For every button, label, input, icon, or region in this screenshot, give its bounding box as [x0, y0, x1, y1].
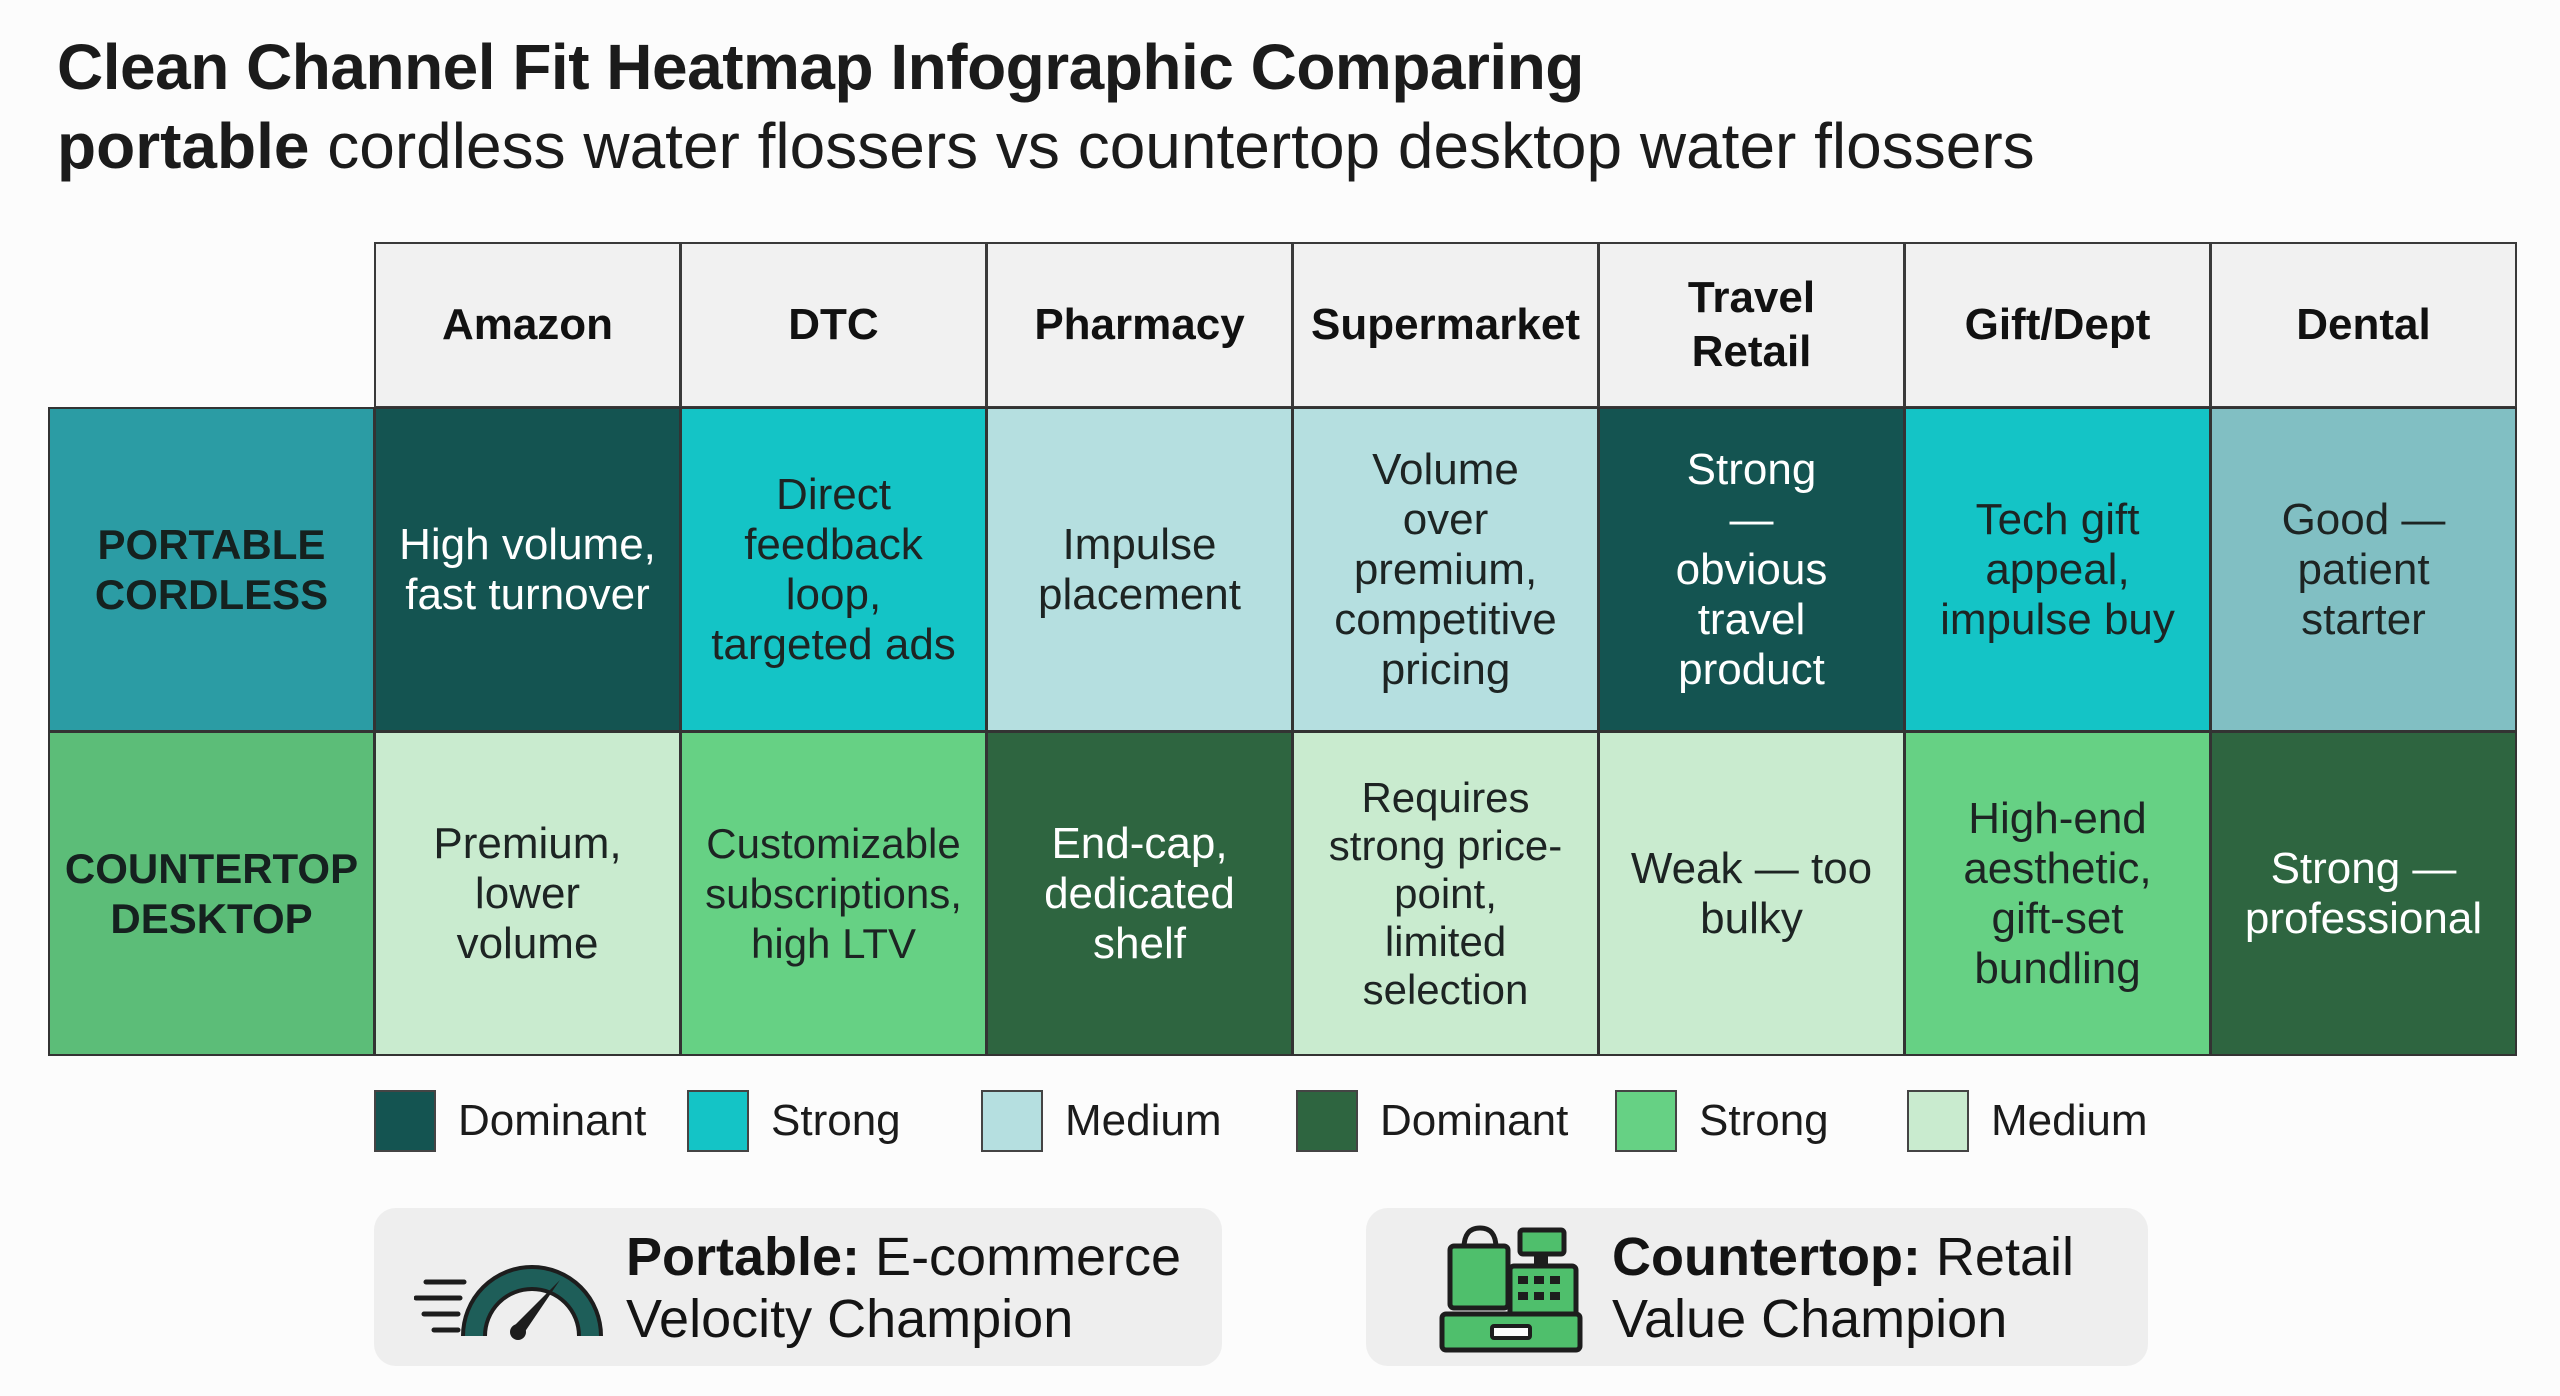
- heatmap-cell-countertop-dental: Strong — professional: [2210, 731, 2517, 1056]
- title-line-1: Clean Channel Fit Heatmap Infographic Co…: [57, 31, 1584, 103]
- column-header-amazon: Amazon: [374, 242, 681, 408]
- title-line-2-rest: cordless water flossers vs countertop de…: [309, 110, 2035, 182]
- callout-countertop-text: Countertop: Retail Value Champion: [1612, 1226, 2074, 1350]
- callout-portable-line2: Velocity Champion: [626, 1289, 1074, 1349]
- title-bold-word: portable: [57, 110, 310, 182]
- cash-register-icon: [1439, 1225, 1583, 1353]
- column-header-dtc: DTC: [680, 242, 987, 408]
- heatmap-cell-portable-supermarket: Volume over premium, competitive pricing: [1292, 407, 1599, 732]
- heatmap-cell-portable-travel-retail: Strong — obvious travel product: [1598, 407, 1905, 732]
- legend-swatch: [374, 1090, 436, 1152]
- legend-item-countertop-strong: Strong: [1615, 1089, 1829, 1153]
- column-header-travel-retail: Travel Retail: [1598, 242, 1905, 408]
- legend-label: Dominant: [1380, 1096, 1569, 1145]
- column-header-gift-dept: Gift/Dept: [1904, 242, 2211, 408]
- legend-swatch: [1296, 1090, 1358, 1152]
- heatmap-cell-countertop-travel-retail: Weak — too bulky: [1598, 731, 1905, 1056]
- heatmap-cell-portable-gift-dept: Tech gift appeal, impulse buy: [1904, 407, 2211, 732]
- heatmap-grid: Amazon DTC Pharmacy Supermarket Travel R…: [48, 242, 2517, 1056]
- title-line-2: portable cordless water flossers vs coun…: [57, 106, 2035, 186]
- callout-portable-text: Portable: E-commerce Velocity Champion: [626, 1226, 1181, 1350]
- legend-label: Medium: [1991, 1096, 2148, 1145]
- callout-portable-rest: E-commerce: [860, 1227, 1182, 1287]
- callout-portable: Portable: E-commerce Velocity Champion: [374, 1208, 1222, 1366]
- callout-countertop-line2: Value Champion: [1612, 1289, 2008, 1349]
- legend-swatch: [1907, 1090, 1969, 1152]
- grid-corner: [48, 242, 374, 407]
- heatmap-cell-portable-dental: Good — patient starter: [2210, 407, 2517, 732]
- legend-swatch: [1615, 1090, 1677, 1152]
- heatmap-cell-countertop-amazon: Premium, lower volume: [374, 731, 681, 1056]
- column-header-supermarket: Supermarket: [1292, 242, 1599, 408]
- row-header-countertop: COUNTERTOP DESKTOP: [48, 731, 375, 1056]
- callout-portable-bold: Portable:: [626, 1227, 861, 1287]
- legend-item-portable-dominant: Dominant: [374, 1089, 646, 1153]
- heatmap-cell-countertop-gift-dept: High-end aesthetic, gift-set bundling: [1904, 731, 2211, 1056]
- callout-countertop-bold: Countertop:: [1612, 1227, 1921, 1287]
- heatmap-cell-countertop-dtc: Customizable subscriptions, high LTV: [680, 731, 987, 1056]
- callout-countertop-rest: Retail: [1920, 1227, 2074, 1287]
- heatmap-cell-portable-amazon: High volume, fast turnover: [374, 407, 681, 732]
- legend-label: Strong: [771, 1096, 901, 1145]
- row-header-portable: PORTABLE CORDLESS: [48, 407, 375, 732]
- legend-label: Dominant: [458, 1096, 647, 1145]
- chart-title: Clean Channel Fit Heatmap Infographic Co…: [57, 28, 2035, 186]
- speedometer-icon: [414, 1265, 603, 1340]
- heatmap-cell-countertop-supermarket: Requires strong price-point, limited sel…: [1292, 731, 1599, 1056]
- legend-item-countertop-medium: Medium: [1907, 1089, 2148, 1153]
- legend-swatch: [687, 1090, 749, 1152]
- heatmap-cell-countertop-pharmacy: End-cap, dedicated shelf: [986, 731, 1293, 1056]
- column-header-dental: Dental: [2210, 242, 2517, 408]
- heatmap-cell-portable-pharmacy: Impulse placement: [986, 407, 1293, 732]
- column-header-pharmacy: Pharmacy: [986, 242, 1293, 408]
- legend-label: Medium: [1065, 1096, 1222, 1145]
- legend-label: Strong: [1699, 1096, 1829, 1145]
- legend-item-countertop-dominant: Dominant: [1296, 1089, 1568, 1153]
- legend-item-portable-medium: Medium: [981, 1089, 1222, 1153]
- heatmap-cell-portable-dtc: Direct feedback loop, targeted ads: [680, 407, 987, 732]
- legend-item-portable-strong: Strong: [687, 1089, 901, 1153]
- legend-swatch: [981, 1090, 1043, 1152]
- callout-countertop: Countertop: Retail Value Champion: [1366, 1208, 2148, 1366]
